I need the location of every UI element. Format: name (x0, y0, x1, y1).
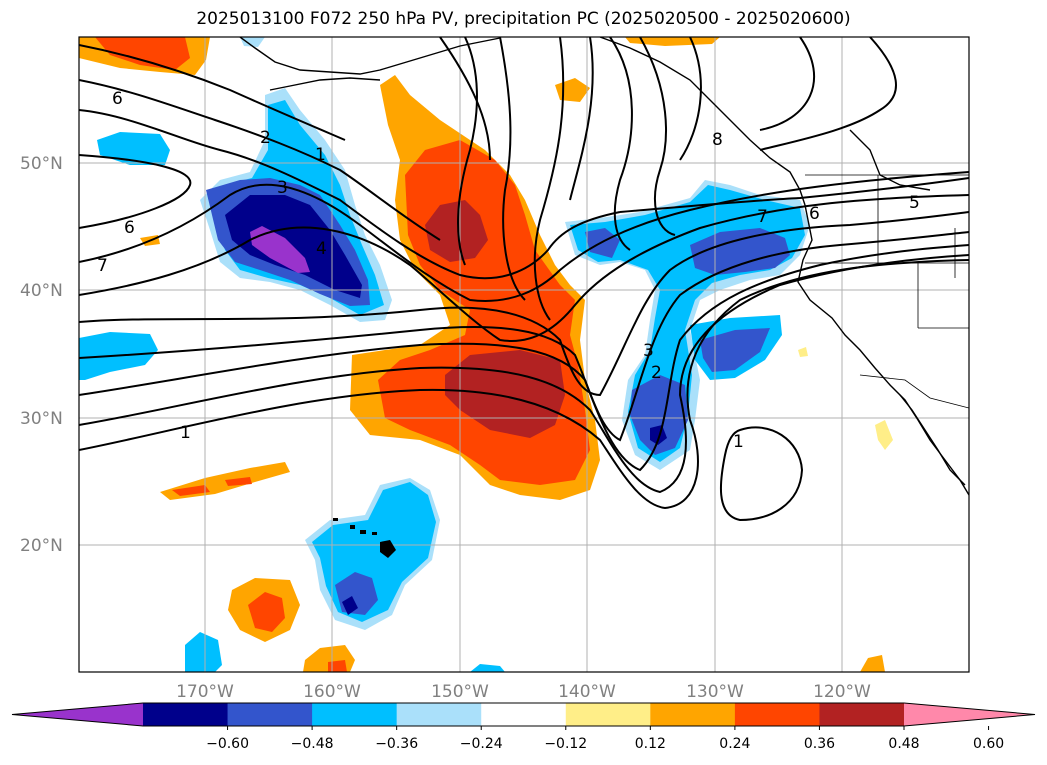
map-frame (78, 36, 970, 673)
colorbar-tick-label: −0.60 (206, 736, 249, 752)
pv-contours (79, 37, 969, 522)
colorbar-tick-label: 0.60 (973, 736, 1004, 752)
colorbar-box (227, 703, 313, 726)
latitude-labels: 50°N 40°N 30°N 20°N (20, 154, 63, 556)
colorbar-tick-label: −0.48 (291, 736, 334, 752)
contour-label: 6 (809, 204, 820, 224)
colorbar-extend-low (12, 703, 143, 726)
contour-label: 1 (733, 432, 744, 452)
colorbar-box (650, 703, 736, 726)
lat-label: 50°N (20, 154, 63, 174)
contour-label: 1 (315, 145, 326, 165)
colorbar-box (481, 703, 567, 726)
colorbar-tick-label: 0.24 (719, 736, 750, 752)
lon-label: 170°W (176, 682, 234, 702)
lon-label: 120°W (813, 682, 871, 702)
pv-contour-labels: 6 2 1 3 4 6 7 1 1 3 2 7 6 5 8 (97, 89, 920, 452)
lat-label: 30°N (20, 409, 63, 429)
contour-label: 4 (316, 239, 327, 259)
colorbar-box (312, 703, 398, 726)
contour-label: 6 (112, 89, 123, 109)
negative-precip-shading (79, 37, 810, 672)
lon-label: 140°W (558, 682, 616, 702)
colorbar-box (734, 703, 820, 726)
lon-label: 150°W (431, 682, 489, 702)
contour-label: 8 (712, 130, 723, 150)
colorbar: −0.60 −0.48 −0.36 −0.24 −0.12 0.12 0.24 0.36 0.4… (11, 702, 1036, 752)
contour-label: 7 (757, 207, 768, 227)
contour-label: 1 (180, 423, 191, 443)
colorbar-box (396, 703, 482, 726)
colorbar-tick-label: −0.24 (460, 736, 503, 752)
colorbar-tick-label: −0.12 (544, 736, 587, 752)
colorbar-box (819, 703, 905, 726)
lon-label: 130°W (686, 682, 744, 702)
positive-precip-shading (79, 37, 893, 672)
colorbar-outline (11, 702, 1036, 727)
colorbar-extend-high (904, 703, 1035, 726)
contour-label: 3 (277, 178, 288, 198)
lat-label: 20°N (20, 536, 63, 556)
contour-label: 3 (643, 341, 654, 361)
colorbar-tick-label: −0.36 (375, 736, 418, 752)
lon-label: 160°W (303, 682, 361, 702)
colorbar-tick-label: 0.36 (804, 736, 835, 752)
chart-title: 2025013100 F072 250 hPa PV, precipitatio… (196, 9, 851, 29)
colorbar-tick-label: 0.48 (888, 736, 919, 752)
hawaiian-islands (333, 518, 396, 558)
colorbar-box (143, 703, 229, 726)
longitude-labels: 170°W 160°W 150°W 140°W 130°W 120°W (176, 682, 871, 702)
lat-label: 40°N (20, 281, 63, 301)
contour-label: 2 (260, 128, 271, 148)
colorbar-box (565, 703, 651, 726)
colorbar-tick-label: 0.12 (635, 736, 666, 752)
contour-label: 2 (651, 363, 662, 383)
contour-label: 6 (124, 218, 135, 238)
contour-label: 5 (909, 193, 920, 213)
contour-label: 7 (97, 256, 108, 276)
